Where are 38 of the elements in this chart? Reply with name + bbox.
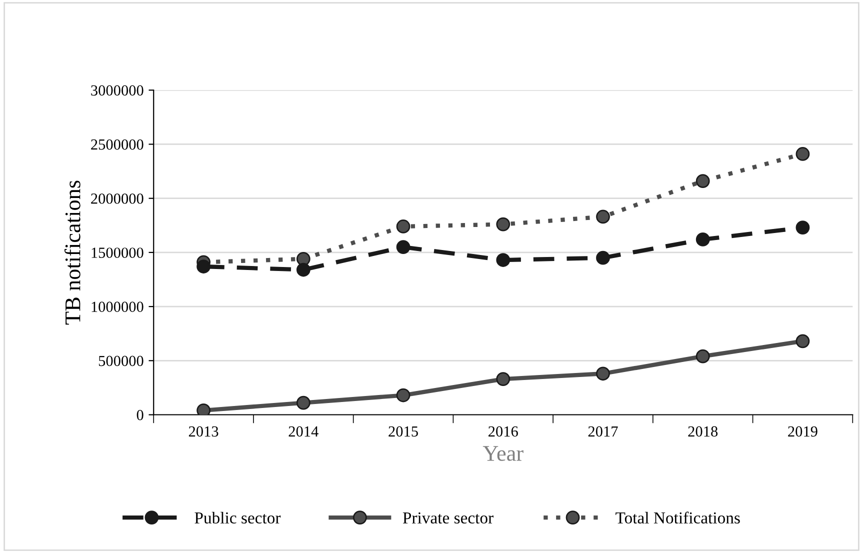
- y-tick-label: 2500000: [91, 139, 144, 150]
- point: [596, 210, 610, 224]
- x-tick-label: 2019: [788, 426, 818, 437]
- y-tick-label: 2000000: [91, 193, 144, 204]
- x-axis-title: Year: [482, 446, 524, 461]
- x-tick-label: 2015: [388, 426, 418, 437]
- legend-label: Total Notifications: [616, 512, 740, 524]
- y-axis-title: TB notifications: [64, 180, 80, 325]
- legend-label: Public sector: [194, 512, 281, 524]
- point: [796, 147, 810, 161]
- point: [696, 349, 710, 364]
- legend-label: Private sector: [402, 512, 494, 524]
- y-tick-label: 1500000: [92, 248, 144, 258]
- y-tick-label: 500000: [98, 356, 144, 366]
- point: [796, 334, 810, 348]
- point: [396, 220, 410, 234]
- x-tick-label: 2018: [688, 426, 718, 437]
- point: [596, 366, 610, 381]
- x-tick-label: 2014: [288, 426, 318, 437]
- point: [596, 250, 610, 265]
- point: [196, 260, 210, 274]
- point: [196, 403, 210, 415]
- y-tick-label: 1000000: [92, 302, 144, 312]
- point: [496, 253, 510, 267]
- y-tick-label: 3000000: [91, 85, 144, 96]
- point: [296, 262, 310, 277]
- point: [696, 232, 710, 246]
- point: [496, 372, 510, 386]
- point: [796, 220, 810, 235]
- point: [496, 217, 510, 232]
- x-tick-label: 2013: [188, 426, 218, 437]
- y-tick-label: 0: [136, 410, 144, 420]
- point: [696, 174, 710, 188]
- point: [396, 240, 410, 254]
- x-tick-label: 2016: [488, 426, 518, 437]
- point: [296, 396, 310, 410]
- point: [396, 388, 410, 402]
- x-tick-label: 2017: [588, 426, 618, 437]
